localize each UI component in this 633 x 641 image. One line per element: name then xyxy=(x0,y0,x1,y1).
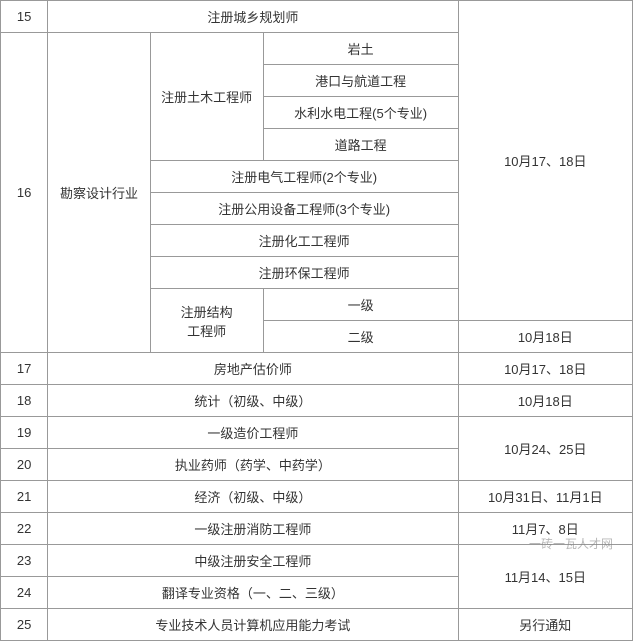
exam-title: 经济（初级、中级） xyxy=(48,481,458,513)
sub-category: 注册土木工程师 xyxy=(150,33,263,161)
exam-title: 一级注册消防工程师 xyxy=(48,513,458,545)
row-number: 24 xyxy=(1,577,48,609)
exam-title: 执业药师（药学、中药学） xyxy=(48,449,458,481)
table-row: 25 专业技术人员计算机应用能力考试 另行通知 xyxy=(1,609,633,641)
exam-title: 注册城乡规划师 xyxy=(48,1,458,33)
row-number: 22 xyxy=(1,513,48,545)
level: 一级 xyxy=(263,289,458,321)
row-number: 19 xyxy=(1,417,48,449)
exam-title: 专业技术人员计算机应用能力考试 xyxy=(48,609,458,641)
sub-category: 注册公用设备工程师(3个专业) xyxy=(150,193,458,225)
exam-date: 11月7、8日 xyxy=(458,513,632,545)
table-row: 18 统计（初级、中级） 10月18日 xyxy=(1,385,633,417)
specialty: 岩土 xyxy=(263,33,458,65)
table-row: 17 房地产估价师 10月17、18日 xyxy=(1,353,633,385)
exam-date: 10月17、18日 xyxy=(458,353,632,385)
row-number: 16 xyxy=(1,33,48,353)
specialty: 港口与航道工程 xyxy=(263,65,458,97)
row-number: 15 xyxy=(1,1,48,33)
exam-title: 翻译专业资格（一、二、三级） xyxy=(48,577,458,609)
exam-schedule-table-final: 15 注册城乡规划师 10月17、18日 16 勘察设计行业 注册土木工程师 岩… xyxy=(0,0,633,641)
exam-date: 10月17、18日 xyxy=(458,1,632,321)
sub-category: 注册电气工程师(2个专业) xyxy=(150,161,458,193)
row-number: 17 xyxy=(1,353,48,385)
exam-date: 10月18日 xyxy=(458,321,632,353)
exam-date: 10月18日 xyxy=(458,385,632,417)
row-number: 20 xyxy=(1,449,48,481)
sub-category: 注册化工工程师 xyxy=(150,225,458,257)
row-number: 18 xyxy=(1,385,48,417)
sub-category: 注册环保工程师 xyxy=(150,257,458,289)
exam-date: 另行通知 xyxy=(458,609,632,641)
exam-title: 一级造价工程师 xyxy=(48,417,458,449)
specialty: 水利水电工程(5个专业) xyxy=(263,97,458,129)
level: 二级 xyxy=(263,321,458,353)
table-row: 19 一级造价工程师 10月24、25日 xyxy=(1,417,633,449)
industry-category: 勘察设计行业 xyxy=(48,33,151,353)
exam-title: 房地产估价师 xyxy=(48,353,458,385)
exam-title: 统计（初级、中级） xyxy=(48,385,458,417)
table-row: 21 经济（初级、中级） 10月31日、11月1日 xyxy=(1,481,633,513)
exam-date: 11月14、15日 xyxy=(458,545,632,609)
table-row: 15 注册城乡规划师 10月17、18日 xyxy=(1,1,633,33)
row-number: 21 xyxy=(1,481,48,513)
specialty: 道路工程 xyxy=(263,129,458,161)
sub-category: 注册结构 工程师 xyxy=(150,289,263,353)
exam-date: 10月24、25日 xyxy=(458,417,632,481)
exam-date: 10月31日、11月1日 xyxy=(458,481,632,513)
exam-title: 中级注册安全工程师 xyxy=(48,545,458,577)
row-number: 25 xyxy=(1,609,48,641)
table-row: 22 一级注册消防工程师 11月7、8日 xyxy=(1,513,633,545)
table-row: 23 中级注册安全工程师 11月14、15日 xyxy=(1,545,633,577)
row-number: 23 xyxy=(1,545,48,577)
